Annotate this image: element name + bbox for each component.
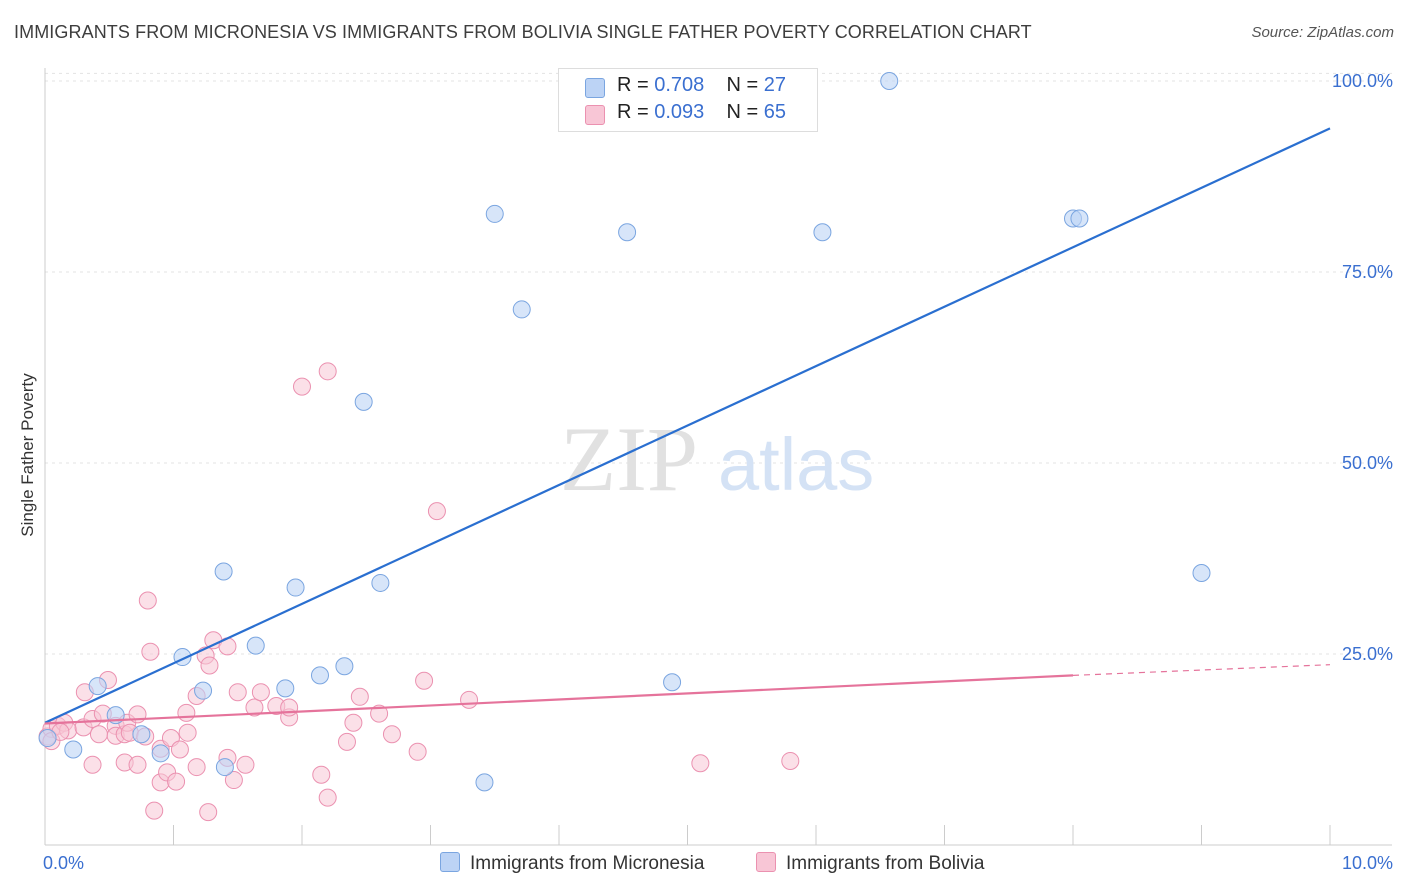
bolivia-n-value: 65 [763, 101, 787, 123]
bolivia-points [38, 362, 800, 822]
bolivia-point [145, 801, 164, 820]
micronesia-point [246, 636, 265, 655]
bolivia-point [138, 591, 157, 610]
micronesia-point [1070, 209, 1089, 228]
gridlines [45, 72, 1392, 655]
watermark: ZIP atlas [560, 408, 874, 510]
bolivia-point [178, 723, 197, 742]
micronesia-points [38, 72, 1211, 792]
y-tick-label: 25.0% [1342, 644, 1393, 664]
micronesia-point [485, 204, 504, 223]
bolivia-point [128, 755, 147, 774]
micronesia-point [310, 666, 329, 685]
micronesia-point [512, 300, 531, 319]
bolivia-point [344, 713, 363, 732]
micronesia-point [371, 573, 390, 592]
legend-item-bolivia: Immigrants from Bolivia [756, 852, 985, 875]
bolivia-point [83, 755, 102, 774]
bolivia-trend-extension [1072, 664, 1331, 676]
watermark-zip: ZIP [560, 408, 698, 510]
bolivia-point [337, 732, 356, 751]
bolivia-legend-label: Immigrants from Bolivia [786, 853, 985, 874]
micronesia-point [286, 578, 305, 597]
bolivia-point [427, 502, 446, 521]
bolivia-legend-swatch [756, 852, 776, 872]
micronesia-point [214, 562, 233, 581]
micronesia-point [880, 72, 899, 90]
micronesia-r-label: R = [617, 74, 649, 96]
bolivia-point [251, 683, 270, 702]
y-tick-label: 50.0% [1342, 453, 1393, 473]
bolivia-point [200, 656, 219, 675]
bolivia-point [245, 698, 264, 717]
bolivia-point [236, 755, 255, 774]
bolivia-point [187, 758, 206, 777]
micronesia-legend-label: Immigrants from Micronesia [470, 853, 705, 874]
bolivia-point [199, 803, 218, 822]
micronesia-swatch [585, 78, 605, 98]
x-tick-label: 0.0% [43, 853, 84, 873]
micronesia-point [88, 677, 107, 696]
bolivia-point [224, 771, 243, 790]
bolivia-point [228, 683, 247, 702]
bolivia-point [312, 765, 331, 784]
tick-labels: 25.0% 50.0% 75.0% 100.0% 0.0% 10.0% [43, 71, 1393, 873]
bolivia-point [370, 704, 389, 723]
micronesia-n-label: N = [726, 74, 759, 96]
micronesia-point [1192, 564, 1211, 583]
axes [44, 68, 1392, 846]
bolivia-point [350, 687, 369, 706]
bolivia-point [177, 703, 196, 722]
micronesia-n-value: 27 [763, 74, 787, 96]
micronesia-point [813, 223, 832, 242]
bolivia-point [167, 772, 186, 791]
bolivia-point [691, 754, 710, 773]
trend-lines [44, 127, 1331, 725]
bolivia-point [141, 642, 160, 661]
bolivia-point [318, 788, 337, 807]
x-tick-label: 10.0% [1342, 853, 1393, 873]
micronesia-legend-swatch [440, 852, 460, 872]
bolivia-point [408, 742, 427, 761]
bolivia-point [170, 740, 189, 759]
bolivia-point [415, 671, 434, 690]
correlation-legend: R = 0.708 N = 27 R = 0.093 N = 65 [558, 68, 818, 132]
bolivia-trend-line [44, 674, 1074, 725]
micronesia-r-value: 0.708 [654, 74, 705, 96]
micronesia-point [276, 679, 295, 698]
bolivia-point [382, 725, 401, 744]
bolivia-point [293, 377, 311, 396]
micronesia-trend-line [44, 127, 1331, 724]
watermark-atlas: atlas [718, 423, 874, 506]
micronesia-point [335, 657, 354, 676]
micronesia-point [475, 773, 494, 792]
micronesia-point [194, 681, 213, 700]
bolivia-point [89, 725, 108, 744]
y-tick-label: 100.0% [1332, 71, 1393, 91]
micronesia-point [151, 744, 170, 763]
source-credit: Source: ZipAtlas.com [1251, 24, 1394, 41]
micronesia-point [132, 725, 151, 744]
bolivia-point [460, 690, 479, 709]
bolivia-r-value: 0.093 [654, 101, 705, 123]
micronesia-point [354, 392, 373, 411]
bolivia-point [781, 751, 800, 770]
bolivia-n-label: N = [726, 101, 759, 123]
chart-title: IMMIGRANTS FROM MICRONESIA VS IMMIGRANTS… [14, 22, 1032, 42]
micronesia-point [663, 673, 682, 692]
micronesia-point [38, 729, 57, 748]
micronesia-point [215, 758, 234, 777]
bolivia-point [318, 362, 337, 381]
micronesia-point [64, 740, 83, 759]
bolivia-r-label: R = [617, 101, 649, 123]
y-tick-label: 75.0% [1342, 262, 1393, 282]
bolivia-swatch [585, 105, 605, 125]
micronesia-point [618, 223, 637, 242]
legend-item-micronesia: Immigrants from Micronesia [440, 852, 704, 875]
